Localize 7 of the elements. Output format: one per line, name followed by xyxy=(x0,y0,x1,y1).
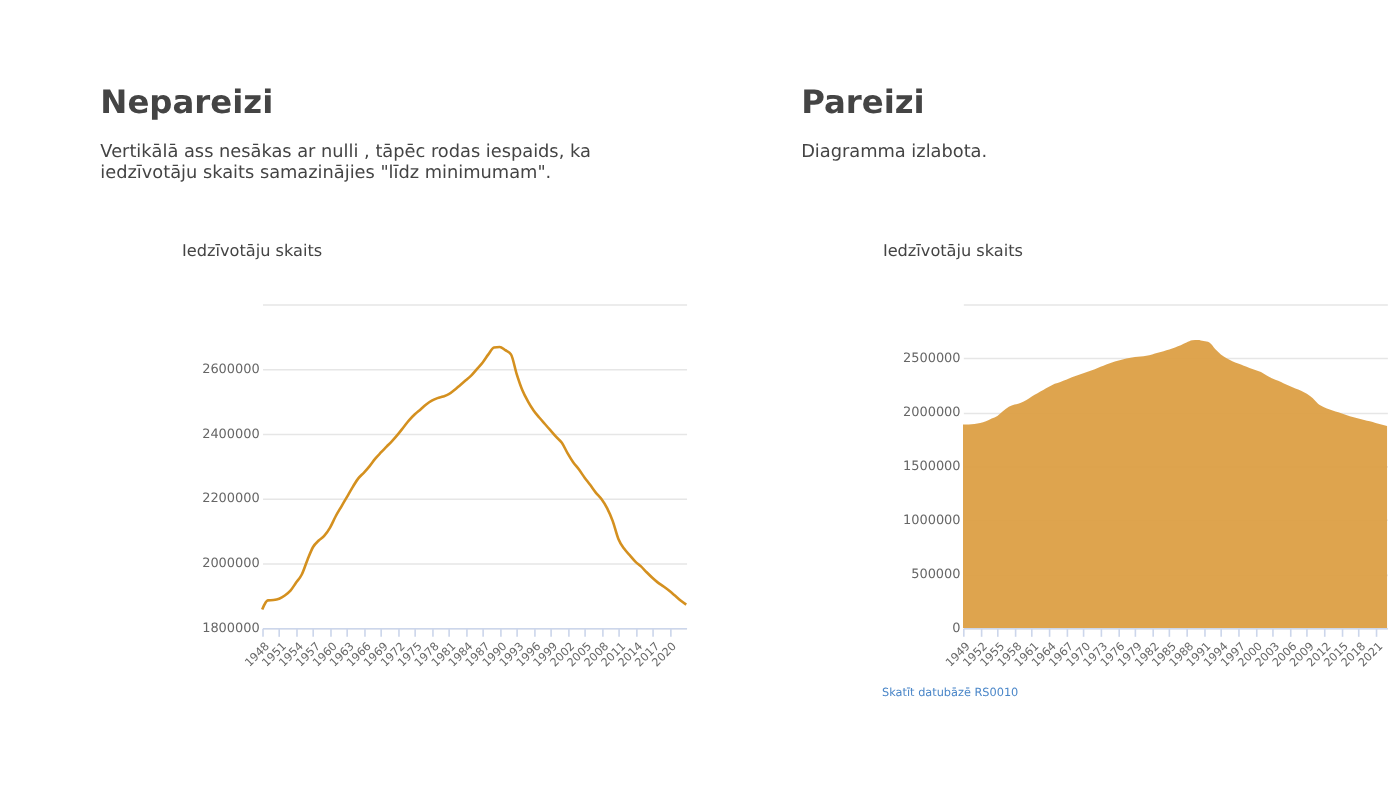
chart-title: Pareizi xyxy=(801,83,925,122)
chart-subtitle: Vertikālā ass nesākas ar nulli , tāpēc rodas iespaids, ka iedzīvotāju skaits samazinājies "līdz minimumam". xyxy=(100,142,591,184)
line-series xyxy=(260,345,688,611)
chart-title: Nepareizi xyxy=(100,83,274,122)
y-axis-title: Iedzīvotāju skaits xyxy=(182,240,323,261)
y-axis-title: Iedzīvotāju skaits xyxy=(882,240,1024,261)
chart-subtitle: Diagramma izlabota. xyxy=(801,142,988,163)
